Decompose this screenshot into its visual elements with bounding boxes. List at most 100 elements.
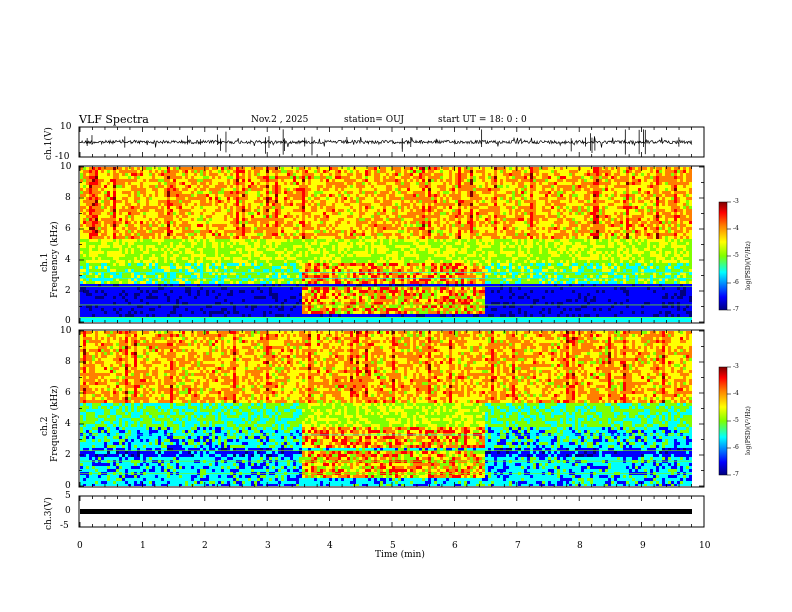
spectrogram-cell: [149, 197, 152, 200]
spectrogram-cell: [230, 254, 233, 257]
spectrogram-cell: [251, 185, 254, 188]
spectrogram-cell: [158, 314, 161, 317]
spectrogram-cell: [218, 230, 221, 233]
spectrogram-cell: [164, 245, 167, 248]
spectrogram-cell: [209, 230, 212, 233]
spectrogram-cell: [263, 209, 266, 212]
spectrogram-cell: [344, 317, 347, 320]
spectrogram-cell: [143, 287, 146, 290]
spectrogram-cell: [140, 302, 143, 305]
spectrogram-cell: [335, 176, 338, 179]
spectrogram-cell: [287, 320, 290, 322]
spectrogram-cell: [200, 314, 203, 317]
spectrogram-cell: [170, 236, 173, 239]
spectrogram-cell: [218, 251, 221, 254]
spectrogram-cell: [251, 305, 254, 308]
spectrogram-cell: [227, 248, 230, 251]
spectrogram-cell: [275, 290, 278, 293]
spectrogram-cell: [92, 236, 95, 239]
spectrogram-cell: [101, 179, 104, 182]
spectrogram-cell: [134, 278, 137, 281]
spectrogram-cell: [173, 227, 176, 230]
spectrogram-cell: [290, 251, 293, 254]
spectrogram-cell: [311, 302, 314, 305]
spectrogram-cell: [110, 305, 113, 308]
spectrogram-cell: [215, 284, 218, 287]
spectrogram-cell: [215, 296, 218, 299]
spectrogram-cell: [245, 233, 248, 236]
spectrogram-cell: [161, 170, 164, 173]
spectrogram-cell: [257, 254, 260, 257]
spectrogram-cell: [287, 221, 290, 224]
spectrogram-cell: [266, 200, 269, 203]
spectrogram-cell: [257, 290, 260, 293]
spectrogram-cell: [116, 236, 119, 239]
spectrogram-cell: [83, 314, 86, 317]
spectrogram-cell: [293, 197, 296, 200]
spectrogram-cell: [215, 236, 218, 239]
spectrogram-cell: [215, 188, 218, 191]
spectrogram-cell: [140, 200, 143, 203]
spectrogram-cell: [146, 188, 149, 191]
spectrogram-cell: [209, 179, 212, 182]
spectrogram-cell: [215, 263, 218, 266]
spectrogram-cell: [320, 287, 323, 290]
spectrogram-cell: [197, 206, 200, 209]
spectrogram-cell: [179, 305, 182, 308]
spectrogram-cell: [281, 203, 284, 206]
spectrogram-cell: [119, 185, 122, 188]
spectrogram-cell: [338, 308, 341, 311]
spectrogram-cell: [341, 212, 344, 215]
spectrogram-cell: [167, 290, 170, 293]
spectrogram-cell: [350, 203, 353, 206]
spectrogram-cell: [158, 299, 161, 302]
spectrogram-cell: [245, 188, 248, 191]
spectrogram-cell: [113, 239, 116, 242]
spectrogram-cell: [173, 317, 176, 320]
spectrogram-cell: [275, 212, 278, 215]
spectrogram-cell: [92, 305, 95, 308]
spectrogram-cell: [140, 212, 143, 215]
spectrogram-cell: [305, 269, 308, 272]
spectrogram-cell: [119, 236, 122, 239]
spectrogram-cell: [80, 317, 83, 320]
spectrogram-cell: [311, 275, 314, 278]
spectrogram-cell: [149, 251, 152, 254]
spectrogram-cell: [341, 290, 344, 293]
spectrogram-cell: [215, 290, 218, 293]
spectrogram-cell: [356, 185, 359, 188]
spectrogram-cell: [197, 284, 200, 287]
spectrogram-cell: [191, 188, 194, 191]
spectrogram-cell: [95, 269, 98, 272]
spectrogram-cell: [194, 260, 197, 263]
spectrogram-cell: [344, 263, 347, 266]
spectrogram-cell: [164, 272, 167, 275]
spectrogram-cell: [239, 182, 242, 185]
spectrogram-cell: [326, 284, 329, 287]
spectrogram-cell: [149, 185, 152, 188]
spectrogram-cell: [140, 299, 143, 302]
spectrogram-cell: [359, 179, 362, 182]
spectrogram-cell: [335, 194, 338, 197]
spectrogram-cell: [80, 194, 83, 197]
spectrogram-cell: [80, 260, 83, 263]
spectrogram-cell: [176, 206, 179, 209]
spectrogram-cell: [236, 200, 239, 203]
spectrogram-cell: [107, 311, 110, 314]
spectrogram-cell: [179, 308, 182, 311]
spectrogram-cell: [176, 194, 179, 197]
spectrogram-cell: [191, 224, 194, 227]
spectrogram-cell: [110, 263, 113, 266]
spectrogram-cell: [296, 296, 299, 299]
spectrogram-cell: [146, 278, 149, 281]
spectrogram-cell: [161, 209, 164, 212]
spectrogram-cell: [308, 281, 311, 284]
spectrogram-cell: [125, 227, 128, 230]
spectrogram-cell: [86, 263, 89, 266]
spectrogram-cell: [263, 182, 266, 185]
spectrogram-cell: [155, 275, 158, 278]
spectrogram-cell: [266, 173, 269, 176]
spectrogram-cell: [323, 299, 326, 302]
spectrogram-cell: [293, 305, 296, 308]
spectrogram-cell: [308, 263, 311, 266]
